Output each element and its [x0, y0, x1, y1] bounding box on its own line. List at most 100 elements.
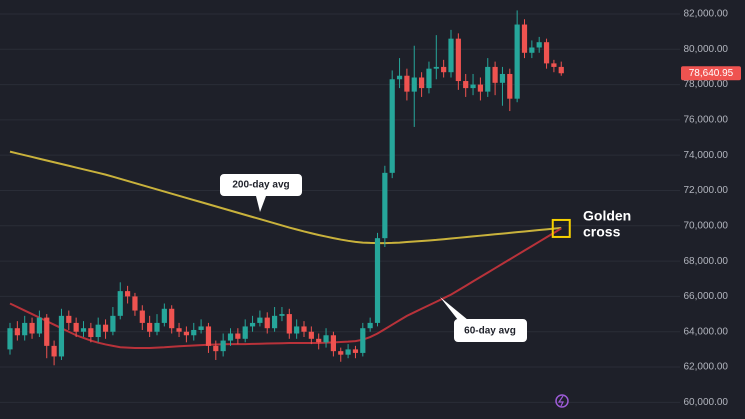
candle-body: [154, 322, 160, 332]
candle-body: [176, 328, 182, 332]
candle-body: [191, 329, 197, 336]
candle-body: [404, 75, 410, 92]
candle-body: [139, 310, 145, 323]
candle-body: [183, 331, 189, 336]
y-tick-label: 76,000.00: [684, 115, 729, 126]
candle-body: [249, 322, 256, 327]
candle-body: [125, 291, 131, 297]
candle-body: [286, 314, 292, 334]
candle-body: [294, 326, 300, 334]
moving-average-line: [9, 227, 562, 349]
candle-body: [419, 77, 425, 89]
candle-body: [521, 24, 528, 53]
candle-body: [51, 345, 57, 357]
candle-body: [507, 73, 513, 99]
candle-body: [88, 328, 94, 338]
candle-body: [374, 238, 381, 323]
candle-body: [492, 66, 498, 83]
candle-body: [205, 326, 212, 346]
candle-body: [345, 349, 351, 355]
candle-body: [198, 326, 204, 330]
candle-body: [485, 66, 491, 92]
candle-body: [411, 77, 417, 92]
candle-body: [213, 345, 219, 352]
candle-body: [323, 335, 329, 343]
candle-body: [7, 328, 13, 350]
last-price-tag: [681, 66, 741, 81]
candle-body: [396, 75, 403, 80]
y-tick-label: 78,000.00: [684, 79, 729, 90]
candle-body: [161, 308, 167, 323]
y-tick-label: 80,000.00: [684, 44, 729, 55]
callout-box: [440, 297, 527, 342]
moving-average-line: [9, 150, 562, 245]
y-tick-label: 68,000.00: [684, 256, 729, 267]
candle-body: [227, 333, 234, 341]
candle-body: [264, 317, 270, 329]
candle-body: [95, 324, 101, 338]
y-tick-label: 74,000.00: [684, 150, 729, 161]
candle-body: [58, 315, 65, 357]
candle-body: [36, 317, 42, 334]
candle-body: [147, 322, 153, 332]
candle-body: [14, 328, 20, 336]
callout-60: 60-day avg: [440, 297, 527, 342]
golden-cross-label: Golden: [583, 208, 631, 224]
candle-body: [316, 338, 322, 343]
candle-body: [558, 66, 564, 74]
y-tick-label: 72,000.00: [684, 185, 729, 196]
candle-body: [242, 326, 248, 339]
price-axis: 60,000.00 62,000.00 64,000.00 66,000.00 68,0…: [681, 9, 741, 408]
tool-icon[interactable]: [555, 394, 569, 408]
candle-body: [220, 340, 226, 352]
candle-body: [330, 335, 336, 352]
candle-body: [441, 66, 447, 73]
candle-body: [470, 84, 476, 89]
candle-body: [102, 324, 109, 332]
candle-body: [22, 322, 28, 336]
candle-body: [338, 351, 344, 355]
candle-body: [433, 66, 439, 69]
y-tick-label: 82,000.00: [684, 9, 729, 20]
candle-body: [301, 326, 307, 332]
callout-200: 200-day avg: [220, 174, 302, 212]
callout-label: 200-day avg: [232, 180, 289, 191]
candle-body: [455, 38, 461, 82]
last-price-label: 78,640.95: [689, 68, 734, 79]
candle-body: [499, 73, 506, 83]
candle-body: [73, 322, 79, 332]
candle-body: [117, 291, 123, 316]
candle-body: [448, 38, 454, 73]
candle-body: [29, 322, 35, 334]
golden-cross-label: cross: [583, 224, 621, 240]
candle-body: [44, 317, 50, 346]
candle-body: [529, 47, 535, 53]
callout-label: 60-day avg: [464, 326, 516, 337]
candle-body: [235, 333, 241, 339]
candle-body: [536, 42, 542, 48]
candle-body: [80, 328, 87, 332]
y-tick-label: 66,000.00: [684, 291, 729, 302]
candle-body: [463, 81, 469, 89]
candles: [7, 10, 564, 366]
candle-body: [272, 315, 278, 329]
candle-body: [389, 79, 395, 173]
candle-body: [426, 68, 432, 89]
candle-body: [110, 315, 116, 332]
golden-cross-marker: [551, 218, 571, 238]
candle-body: [352, 349, 359, 353]
candle-body: [543, 42, 550, 64]
candle-body: [551, 63, 557, 67]
callout-box: [220, 174, 302, 212]
candle-body: [66, 315, 72, 323]
y-tick-label: 64,000.00: [684, 326, 729, 337]
candle-body: [360, 328, 366, 353]
candle-body: [257, 317, 263, 323]
candle-body: [132, 296, 138, 311]
moving-averages: [9, 150, 562, 349]
candle-body: [477, 84, 483, 92]
candle-body: [169, 308, 175, 329]
y-tick-label: 60,000.00: [684, 397, 729, 408]
